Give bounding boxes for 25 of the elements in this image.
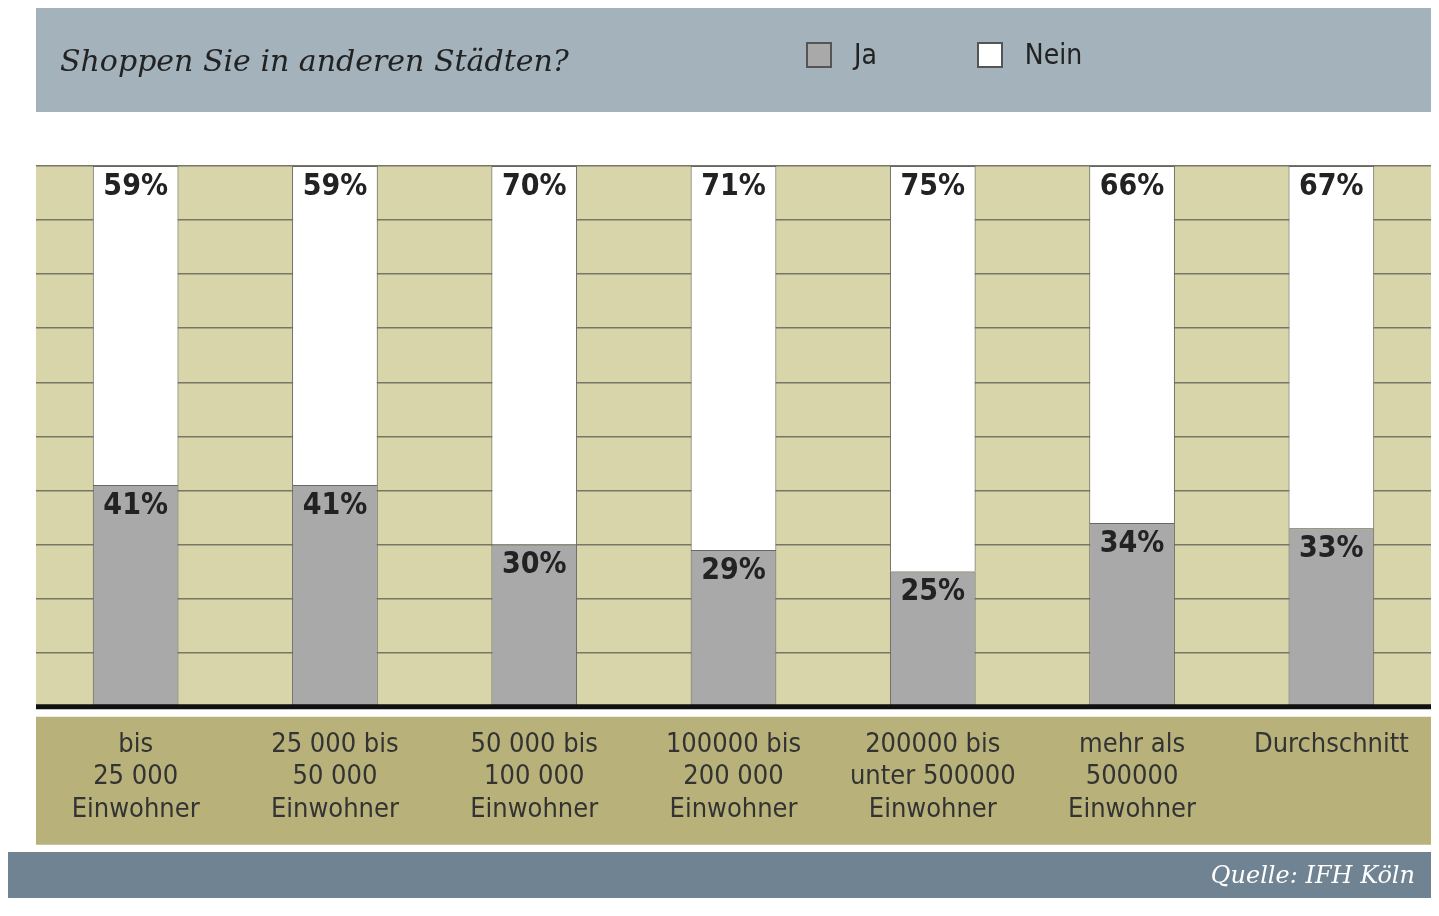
x-tick-label: 50 000 bis 100 000 Einwohner <box>470 727 599 823</box>
chart-title: Shoppen Sie in anderen Städten? <box>60 42 569 78</box>
x-tick-label: 100000 bis 200 000 Einwohner <box>665 727 802 823</box>
data-label: 66% <box>1099 166 1165 202</box>
data-label: 33% <box>1299 529 1364 565</box>
data-label: 75% <box>900 166 966 202</box>
data-label: 59% <box>302 166 368 202</box>
data-label: 59% <box>103 166 168 202</box>
data-label: 67% <box>1299 166 1364 202</box>
x-tick-label: 25 000 bis 50 000 Einwohner <box>270 727 399 823</box>
data-label: 25% <box>900 572 966 608</box>
source-note: Quelle: IFH Köln <box>1210 861 1415 889</box>
data-label: 41% <box>302 485 368 521</box>
legend-label: Ja <box>854 38 877 71</box>
data-label: 71% <box>701 166 766 202</box>
data-label: 30% <box>501 545 567 581</box>
legend-label: Nein <box>1024 38 1083 71</box>
x-tick-label: Durchschnitt <box>1253 727 1409 759</box>
data-label: 29% <box>701 550 766 586</box>
x-tick-label: bis 25 000 Einwohner <box>71 727 200 823</box>
x-tick-label: mehr als 500000 Einwohner <box>1068 727 1197 823</box>
x-tick-label: 200000 bis unter 500000 Einwohner <box>849 727 1016 823</box>
data-label: 34% <box>1099 523 1165 559</box>
data-label: 70% <box>501 166 567 202</box>
data-label: 41% <box>103 485 168 521</box>
